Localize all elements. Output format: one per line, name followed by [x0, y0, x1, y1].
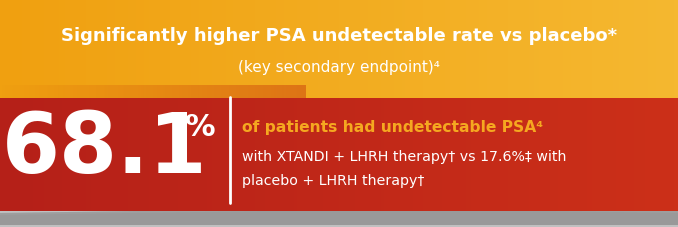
Text: %: %: [184, 112, 216, 141]
Text: Significantly higher PSA undetectable rate vs placebo*: Significantly higher PSA undetectable ra…: [61, 27, 617, 44]
Text: with XTANDI + LHRH therapy† vs 17.6%‡ with: with XTANDI + LHRH therapy† vs 17.6%‡ wi…: [242, 149, 567, 163]
Text: (key secondary endpoint)⁴: (key secondary endpoint)⁴: [238, 60, 440, 75]
Text: 68.1: 68.1: [2, 108, 208, 189]
Polygon shape: [0, 207, 678, 215]
Text: placebo + LHRH therapy†: placebo + LHRH therapy†: [242, 174, 424, 188]
Polygon shape: [0, 207, 678, 225]
Text: of patients had undetectable PSA⁴: of patients had undetectable PSA⁴: [242, 119, 543, 134]
